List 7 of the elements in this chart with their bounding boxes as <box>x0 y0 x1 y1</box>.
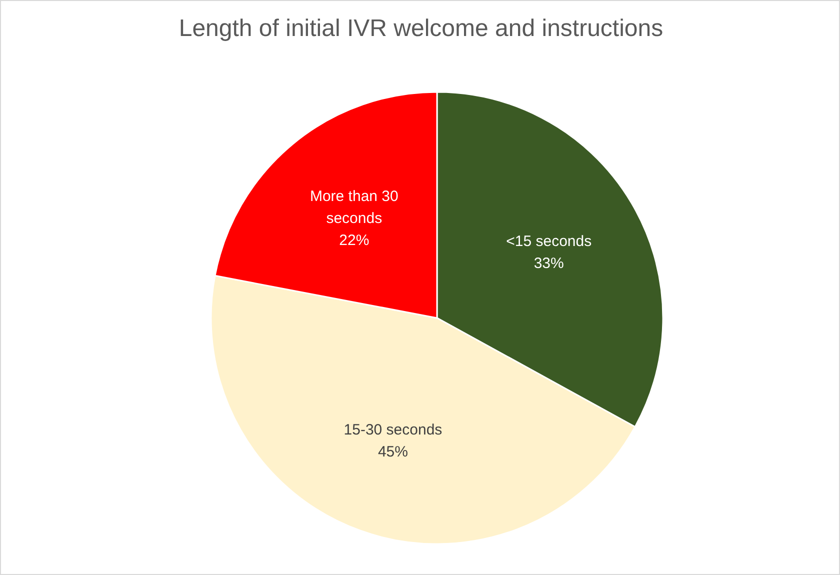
chart-title: Length of initial IVR welcome and instructions <box>178 15 664 43</box>
data-label: 22% <box>339 231 370 248</box>
data-label: 33% <box>534 254 564 272</box>
slice-label: 15-30 seconds <box>344 420 442 438</box>
slice-label: More than 30 seconds <box>310 187 398 226</box>
slice-label: <15 seconds <box>506 232 592 250</box>
data-label: 45% <box>378 442 408 460</box>
